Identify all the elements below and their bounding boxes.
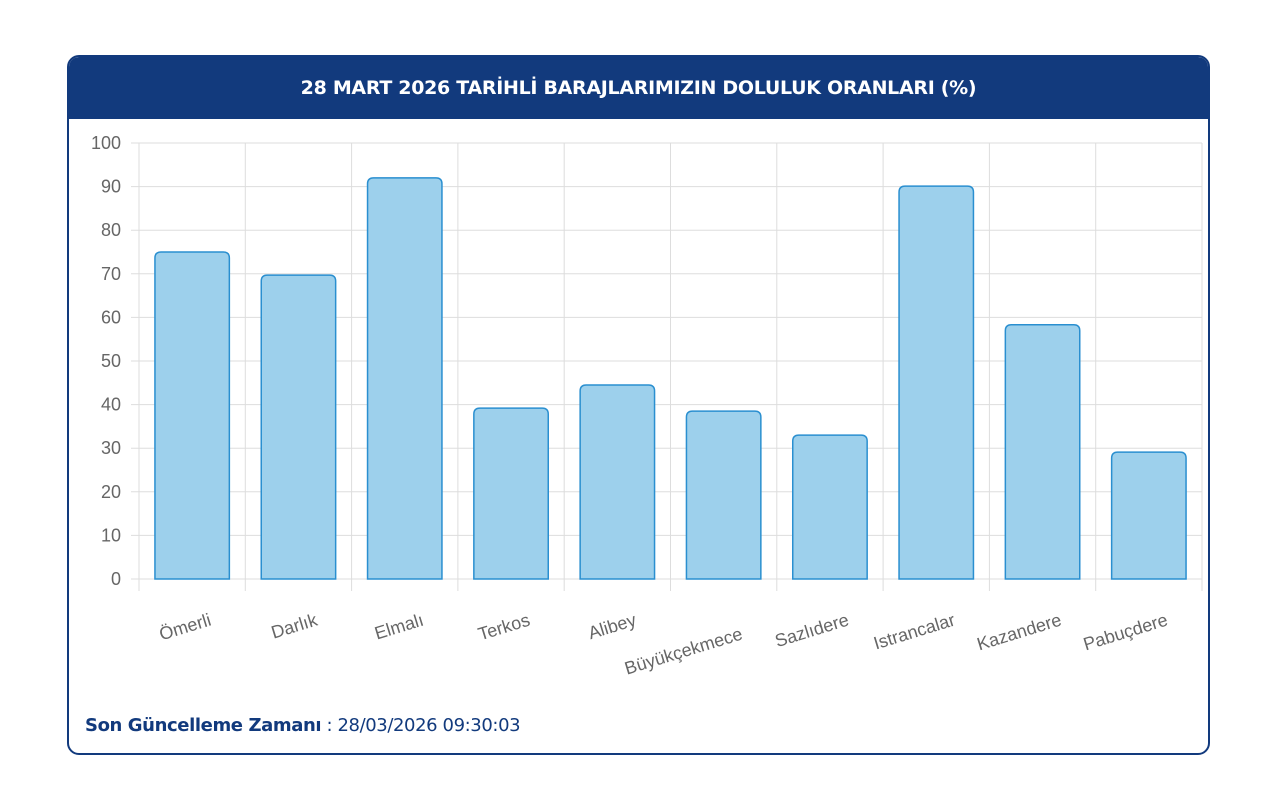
y-tick-label: 80 xyxy=(101,220,121,240)
bar xyxy=(685,410,762,580)
bar xyxy=(791,434,868,580)
bar xyxy=(1110,451,1187,580)
card-header: 28 MART 2026 TARİHLİ BARAJLARIMIZIN DOLU… xyxy=(69,57,1208,119)
chart-title: 28 MART 2026 TARİHLİ BARAJLARIMIZIN DOLU… xyxy=(300,77,977,99)
dam-levels-card: 28 MART 2026 TARİHLİ BARAJLARIMIZIN DOLU… xyxy=(67,55,1210,755)
bar-chart: 0 10 20 30 40 50 60 70 80 90 100 Ömerli Darlık Elmalı… xyxy=(69,119,1208,679)
x-tick-label: Ömerli xyxy=(157,610,214,645)
bar xyxy=(1004,324,1081,580)
bar xyxy=(473,407,550,580)
y-tick-label: 70 xyxy=(101,264,121,284)
y-tick-label: 50 xyxy=(101,351,121,371)
last-updated-separator: : xyxy=(321,715,338,736)
x-tick-label: Terkos xyxy=(476,610,533,645)
y-tick-label: 10 xyxy=(101,525,121,545)
x-tick-label: Kazandere xyxy=(975,610,1064,655)
y-tick-label: 40 xyxy=(101,395,121,415)
x-tick-label: Alibey xyxy=(586,610,639,643)
y-tick-label: 20 xyxy=(101,482,121,502)
y-tick-label: 0 xyxy=(111,569,121,589)
x-tick-label: Istrancalar xyxy=(871,610,957,654)
bar xyxy=(579,384,656,580)
bar xyxy=(366,177,443,580)
bar xyxy=(154,251,231,580)
last-updated-value: 28/03/2026 09:30:03 xyxy=(337,715,521,736)
last-updated-label: Son Güncelleme Zamanı xyxy=(85,715,322,736)
y-tick-label: 100 xyxy=(91,133,121,153)
bar xyxy=(898,185,975,580)
chart-canvas: 0 10 20 30 40 50 60 70 80 90 100 Ömerli Darlık Elmalı… xyxy=(91,133,1203,679)
x-tick-label: Elmalı xyxy=(372,610,426,644)
y-tick-label: 30 xyxy=(101,438,121,458)
x-tick-label: Büyükçekmece xyxy=(622,624,745,679)
x-tick-label: Sazlıdere xyxy=(773,610,852,651)
x-tick-label: Pabuçdere xyxy=(1081,610,1170,655)
last-updated: Son Güncelleme Zamanı : 28/03/2026 09:30… xyxy=(85,715,521,736)
y-tick-label: 90 xyxy=(101,177,121,197)
x-tick-label: Darlık xyxy=(269,609,321,642)
bar xyxy=(260,274,337,580)
y-tick-label: 60 xyxy=(101,307,121,327)
